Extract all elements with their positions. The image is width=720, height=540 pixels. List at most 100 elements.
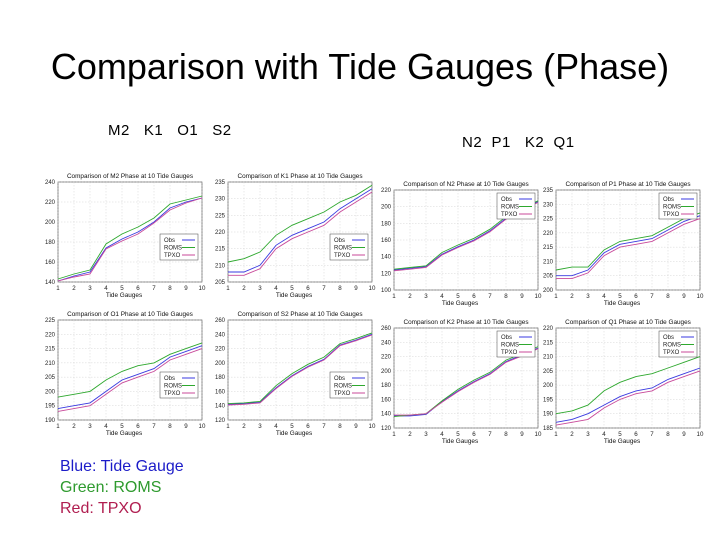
legend-label-roms: ROMS bbox=[501, 343, 519, 349]
y-tick-label: 215 bbox=[543, 340, 554, 346]
series-line-tpxo bbox=[57, 197, 203, 282]
y-tick-label: 205 bbox=[45, 375, 56, 381]
y-tick-label: 180 bbox=[45, 240, 56, 246]
legend-label-tpxo: TPXO bbox=[334, 253, 351, 259]
x-tick-label: 7 bbox=[152, 285, 156, 292]
x-tick-label: 1 bbox=[392, 431, 396, 438]
x-axis-label: Tide Gauges bbox=[442, 438, 478, 445]
y-tick-label: 220 bbox=[45, 200, 56, 206]
x-tick-label: 10 bbox=[199, 285, 206, 292]
series-line-obs bbox=[555, 367, 701, 423]
series-line-tpxo bbox=[556, 218, 701, 280]
x-tick-label: 9 bbox=[184, 423, 188, 430]
legend-label-roms: ROMS bbox=[501, 205, 519, 211]
plot-area bbox=[227, 319, 373, 421]
y-tick-label: 220 bbox=[215, 347, 226, 353]
legend-label-roms: ROMS bbox=[663, 343, 681, 349]
x-tick-label: 6 bbox=[472, 293, 476, 300]
y-tick-label: 260 bbox=[381, 326, 392, 332]
x-tick-label: 4 bbox=[440, 293, 444, 300]
x-tick-label: 9 bbox=[520, 431, 524, 438]
y-tick-label: 190 bbox=[45, 418, 56, 424]
x-tick-label: 5 bbox=[120, 423, 124, 430]
y-tick-label: 120 bbox=[381, 271, 392, 277]
legend-label-roms: ROMS bbox=[164, 246, 182, 252]
legend-label-tpxo: TPXO bbox=[334, 391, 351, 397]
x-tick-label: 8 bbox=[666, 293, 670, 300]
legend-label-roms: ROMS bbox=[334, 246, 352, 252]
x-tick-label: 8 bbox=[504, 431, 508, 438]
chart-svg: Comparison of Q1 Phase at 10 Tide Gauges… bbox=[543, 319, 704, 445]
x-tick-label: 5 bbox=[456, 431, 460, 438]
chart-svg: Comparison of M2 Phase at 10 Tide Gauges… bbox=[45, 173, 206, 299]
y-tick-label: 220 bbox=[215, 230, 226, 236]
y-tick-label: 220 bbox=[543, 326, 554, 332]
y-tick-label: 210 bbox=[215, 263, 226, 269]
y-tick-label: 120 bbox=[215, 418, 226, 424]
y-tick-label: 160 bbox=[381, 238, 392, 244]
y-tick-label: 140 bbox=[381, 412, 392, 418]
chart-svg: Comparison of K1 Phase at 10 Tide Gauges… bbox=[215, 173, 376, 299]
legend-key-tpxo: Red: TPXO bbox=[60, 500, 142, 517]
series-line-tpxo bbox=[555, 370, 701, 426]
x-tick-label: 2 bbox=[72, 285, 76, 292]
y-tick-label: 140 bbox=[45, 280, 56, 286]
y-tick-label: 200 bbox=[543, 383, 554, 389]
y-tick-label: 200 bbox=[381, 205, 392, 211]
x-tick-label: 10 bbox=[697, 293, 704, 300]
x-tick-label: 2 bbox=[242, 423, 246, 430]
y-tick-label: 220 bbox=[381, 188, 392, 194]
x-axis-label: Tide Gauges bbox=[604, 438, 640, 445]
x-tick-label: 8 bbox=[168, 423, 172, 430]
y-tick-label: 240 bbox=[215, 332, 226, 338]
chart-title: Comparison of Q1 Phase at 10 Tide Gauges bbox=[565, 319, 691, 326]
x-tick-label: 7 bbox=[650, 293, 654, 300]
y-tick-label: 215 bbox=[45, 347, 56, 353]
x-tick-label: 6 bbox=[634, 293, 638, 300]
x-tick-label: 6 bbox=[136, 285, 140, 292]
chart-svg: Comparison of S2 Phase at 10 Tide Gauges… bbox=[215, 311, 376, 437]
y-tick-label: 180 bbox=[381, 383, 392, 389]
legend-label-tpxo: TPXO bbox=[164, 391, 181, 397]
y-tick-label: 220 bbox=[381, 355, 392, 361]
slide-title: Comparison with Tide Gauges (Phase) bbox=[50, 46, 670, 87]
y-tick-label: 180 bbox=[381, 221, 392, 227]
series-line-obs bbox=[228, 188, 373, 273]
chart-svg: Comparison of P1 Phase at 10 Tide Gauges… bbox=[543, 181, 704, 307]
x-tick-label: 7 bbox=[488, 431, 492, 438]
chart-title: Comparison of O1 Phase at 10 Tide Gauges bbox=[67, 311, 193, 318]
x-tick-label: 7 bbox=[322, 423, 326, 430]
x-tick-label: 5 bbox=[618, 293, 622, 300]
x-tick-label: 10 bbox=[697, 431, 704, 438]
x-tick-label: 6 bbox=[472, 431, 476, 438]
x-tick-label: 3 bbox=[424, 431, 428, 438]
y-tick-label: 215 bbox=[215, 247, 226, 253]
y-tick-label: 215 bbox=[543, 245, 554, 251]
series-line-obs bbox=[57, 197, 203, 282]
x-tick-label: 10 bbox=[369, 423, 376, 430]
y-tick-label: 240 bbox=[381, 340, 392, 346]
chart-panel-n2: Comparison of N2 Phase at 10 Tide Gauges… bbox=[368, 178, 544, 308]
legend-label-tpxo: TPXO bbox=[501, 212, 518, 218]
series-line-obs bbox=[227, 333, 373, 405]
legend-label-tpxo: TPXO bbox=[501, 350, 518, 356]
y-tick-label: 200 bbox=[381, 369, 392, 375]
x-tick-label: 10 bbox=[369, 285, 376, 292]
series-line-tpxo bbox=[57, 348, 203, 412]
y-tick-label: 185 bbox=[543, 426, 554, 432]
x-axis-label: Tide Gauges bbox=[276, 430, 312, 437]
x-tick-label: 1 bbox=[56, 423, 60, 430]
x-tick-label: 4 bbox=[602, 431, 606, 438]
legend-label-roms: ROMS bbox=[334, 384, 352, 390]
chart-title: Comparison of P1 Phase at 10 Tide Gauges bbox=[565, 181, 690, 188]
x-tick-label: 2 bbox=[570, 431, 574, 438]
series-line-tpxo bbox=[227, 334, 373, 406]
y-tick-label: 160 bbox=[381, 397, 392, 403]
y-tick-label: 140 bbox=[381, 255, 392, 261]
y-tick-label: 140 bbox=[215, 404, 226, 410]
series-line-obs bbox=[394, 347, 539, 417]
